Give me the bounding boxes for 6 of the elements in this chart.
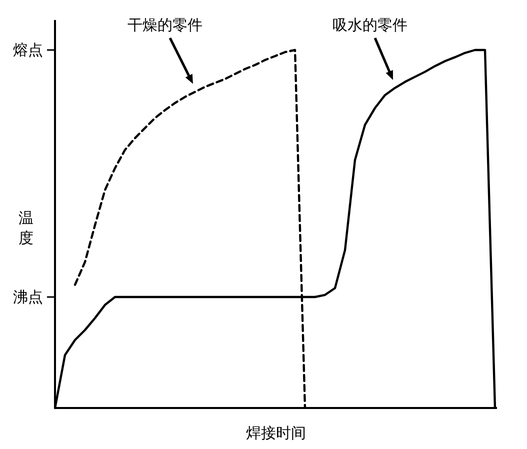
text: 干燥的零件	[128, 16, 202, 34]
ref-line-label: 熔点	[13, 41, 43, 59]
text: 吸水的零件	[332, 16, 408, 34]
ref-line-label: 沸点	[13, 288, 43, 306]
x-axis-title: 焊接时间	[246, 424, 306, 442]
y-axis-title: 温度	[18, 209, 34, 247]
